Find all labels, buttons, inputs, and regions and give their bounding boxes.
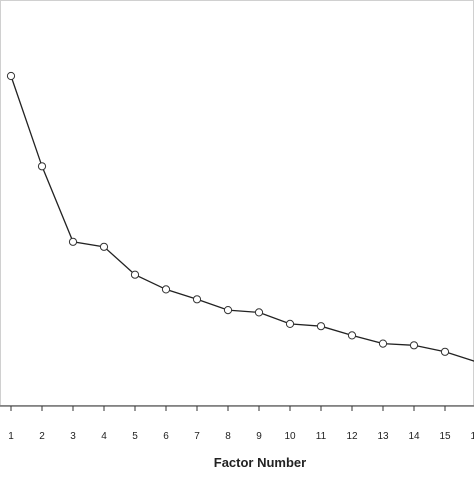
marker-layer bbox=[6, 71, 450, 356]
x-tick-label-12: 12 bbox=[346, 431, 358, 442]
x-tick-label-4: 4 bbox=[101, 431, 107, 442]
x-tick-label-9: 9 bbox=[256, 431, 262, 442]
x-tick-label-5: 5 bbox=[132, 431, 138, 442]
data-point-1 bbox=[6, 71, 16, 81]
data-point-4 bbox=[99, 242, 109, 251]
x-tick-label-3: 3 bbox=[70, 431, 76, 442]
x-tick-label-14: 14 bbox=[408, 431, 420, 442]
x-tick-label-6: 6 bbox=[163, 431, 169, 442]
data-point-2 bbox=[37, 162, 47, 171]
data-point-15 bbox=[440, 347, 450, 356]
x-tick-label-8: 8 bbox=[225, 431, 231, 442]
data-point-12 bbox=[347, 331, 357, 340]
series-layer bbox=[10, 75, 474, 362]
x-axis-title: Factor Number bbox=[214, 455, 306, 470]
data-point-8 bbox=[223, 306, 233, 315]
x-tick-layer: 12345678910111213141516 bbox=[8, 406, 474, 442]
x-tick-label-15: 15 bbox=[439, 431, 451, 442]
x-tick-label-1: 1 bbox=[8, 431, 14, 442]
x-tick-label-13: 13 bbox=[377, 431, 389, 442]
x-tick-label-11: 11 bbox=[316, 431, 327, 442]
data-point-11 bbox=[316, 322, 326, 331]
data-point-6 bbox=[161, 285, 171, 294]
x-tick-label-2: 2 bbox=[39, 431, 45, 442]
data-point-7 bbox=[192, 295, 202, 304]
series-line bbox=[10, 75, 474, 362]
x-tick-label-7: 7 bbox=[194, 431, 200, 442]
data-point-5 bbox=[130, 270, 140, 279]
plot-frame bbox=[0, 0, 474, 406]
data-point-13 bbox=[378, 339, 388, 348]
data-point-14 bbox=[409, 341, 419, 350]
data-point-3 bbox=[68, 237, 78, 246]
data-point-10 bbox=[285, 319, 295, 328]
x-tick-label-10: 10 bbox=[284, 431, 296, 442]
x-tick-label-16: 16 bbox=[470, 431, 474, 442]
data-point-9 bbox=[254, 308, 264, 317]
